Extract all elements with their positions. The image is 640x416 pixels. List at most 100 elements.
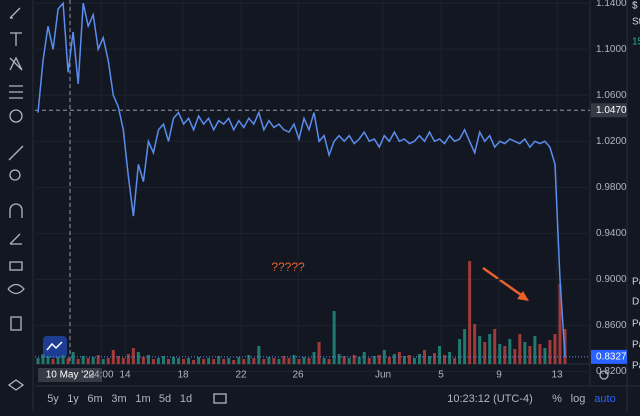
crosshair-price-label: 1.0470 xyxy=(596,105,627,116)
time-tick-label: 18 xyxy=(177,370,189,381)
volume-bar xyxy=(227,358,231,364)
volume-bar xyxy=(66,358,70,364)
volume-bar xyxy=(337,354,341,364)
volume-bar xyxy=(51,359,55,364)
volume-bar xyxy=(56,357,60,364)
tool-icon[interactable] xyxy=(9,85,23,99)
tool-icons[interactable] xyxy=(7,7,25,391)
volume-bar xyxy=(61,355,65,364)
tool-icon[interactable] xyxy=(9,56,23,71)
time-crosshair-label: 10 May '22 xyxy=(46,370,95,381)
volume-bar xyxy=(427,356,431,364)
range-button[interactable]: 6m xyxy=(87,393,102,405)
volume-bar xyxy=(36,358,40,364)
tool-icon[interactable] xyxy=(9,203,23,218)
price-tick-label: 1.0600 xyxy=(596,90,627,101)
scale-option[interactable]: log xyxy=(571,393,586,405)
price-tick-label: 1.1000 xyxy=(596,44,627,55)
price-tick-label: 0.8600 xyxy=(596,320,627,331)
range-button[interactable]: 3m xyxy=(111,393,126,405)
volume-bar xyxy=(357,357,361,364)
volume-bar xyxy=(86,358,90,364)
volume-bar xyxy=(387,357,391,364)
volume-bar xyxy=(71,352,75,364)
range-button[interactable]: 1y xyxy=(67,393,79,405)
range-button[interactable]: 1d xyxy=(180,393,192,405)
volume-bar xyxy=(156,358,160,364)
annotation: ????? xyxy=(271,260,305,274)
tool-icon[interactable] xyxy=(7,283,25,295)
volume-bar xyxy=(212,359,216,364)
volume-bar xyxy=(322,358,326,364)
panel-text: St xyxy=(632,17,640,28)
volume-bar xyxy=(488,334,492,364)
volume-bar xyxy=(327,359,331,364)
volume-bar xyxy=(543,348,547,364)
volume-bar xyxy=(207,358,211,364)
calendar-icon[interactable] xyxy=(213,393,227,404)
tool-icon[interactable] xyxy=(9,169,21,181)
time-tick-label: 9 xyxy=(496,370,502,381)
volume-bar xyxy=(493,329,497,364)
volume-bar xyxy=(412,358,416,364)
volume-bar xyxy=(91,357,95,364)
volume-bar xyxy=(553,334,557,364)
price-tick-label: 1.0200 xyxy=(596,136,627,147)
volume-bar xyxy=(116,356,120,364)
tool-icon[interactable] xyxy=(10,32,22,46)
price-tick-label: 1.1400 xyxy=(596,0,627,9)
tool-icon[interactable] xyxy=(9,233,22,245)
volume-bar xyxy=(503,346,507,364)
volume-bar xyxy=(402,356,406,364)
volume-bar xyxy=(382,350,386,364)
volume-bar xyxy=(247,355,251,364)
volume-bar xyxy=(367,358,371,364)
panel-text: $ xyxy=(632,1,638,12)
tool-icon[interactable] xyxy=(9,7,21,19)
panel-text: Pa xyxy=(632,340,640,351)
volume-bar xyxy=(518,334,522,364)
volume-bar xyxy=(372,356,376,364)
range-button[interactable]: 5y xyxy=(47,393,59,405)
panel-text: Pa xyxy=(632,277,640,288)
volume-bar xyxy=(131,348,135,364)
volume-bar xyxy=(317,342,321,364)
volume-bar xyxy=(121,358,125,364)
panel-text: Pe xyxy=(632,319,640,330)
last-price-box xyxy=(591,349,627,364)
time-tick-label: 26 xyxy=(292,370,304,381)
volume-bar xyxy=(407,355,411,364)
tool-icon[interactable] xyxy=(8,145,24,161)
volume-bar xyxy=(558,284,562,364)
volume-bar xyxy=(508,339,512,364)
volume-bar xyxy=(352,355,356,364)
tool-icon[interactable] xyxy=(9,109,23,123)
volume-bar xyxy=(433,353,437,364)
range-button[interactable]: 5d xyxy=(159,393,171,405)
arrow-head xyxy=(517,291,529,301)
volume-bar xyxy=(136,352,140,364)
tool-icon[interactable] xyxy=(7,379,25,391)
volume-bar xyxy=(297,359,301,364)
tool-icon[interactable] xyxy=(10,316,22,331)
volume-bar xyxy=(101,359,105,364)
scale-option[interactable]: auto xyxy=(594,393,615,405)
volume-bar xyxy=(197,357,201,364)
volume-bar xyxy=(46,356,50,364)
panel-text: D xyxy=(632,297,639,308)
volume-bar xyxy=(141,357,145,364)
volume-bar xyxy=(347,358,351,364)
volume-bar xyxy=(417,354,421,364)
volume-bar xyxy=(202,359,206,364)
volume-bar xyxy=(172,357,176,364)
tool-icon[interactable] xyxy=(9,261,23,271)
range-button[interactable]: 1m xyxy=(135,393,150,405)
time-tick-label: Jun xyxy=(375,370,391,381)
scale-option[interactable]: % xyxy=(552,393,562,405)
volume-bar xyxy=(267,357,271,364)
volume-bar xyxy=(217,356,221,364)
clock: 10:23:12 (UTC-4) xyxy=(447,393,533,405)
settings-icon[interactable] xyxy=(599,370,609,380)
time-tick-label: 22 xyxy=(235,370,247,381)
